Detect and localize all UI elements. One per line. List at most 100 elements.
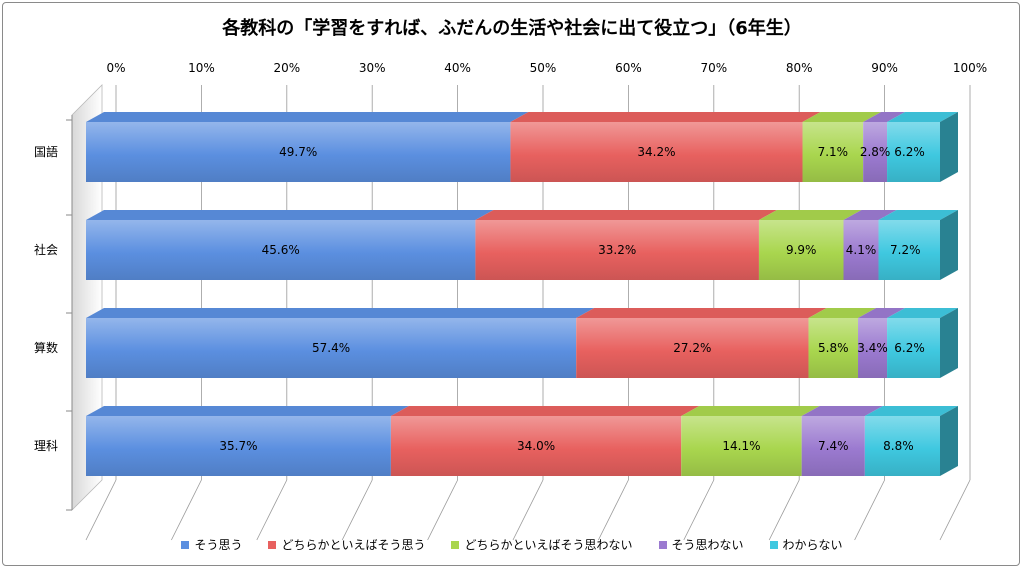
data-label: 57.4% xyxy=(312,341,350,355)
legend-label: そう思う xyxy=(194,538,243,552)
bar-segment xyxy=(878,220,940,280)
legend-swatch xyxy=(451,540,460,549)
data-label: 49.7% xyxy=(279,145,317,159)
data-label: 9.9% xyxy=(786,243,817,257)
gridline-floor xyxy=(768,479,800,541)
bar-top xyxy=(843,210,897,220)
data-label: 6.2% xyxy=(894,145,925,159)
data-label: 27.2% xyxy=(673,341,711,355)
data-label: 14.1% xyxy=(722,439,760,453)
bar-segment xyxy=(887,318,940,378)
data-label: 34.0% xyxy=(517,439,555,453)
bar-top xyxy=(887,308,958,318)
data-label: 45.6% xyxy=(262,243,300,257)
bar-top xyxy=(390,406,700,416)
bar-top xyxy=(475,210,777,220)
gridline-floor xyxy=(85,479,117,541)
legend-swatch xyxy=(658,540,667,549)
legend-label: どちらかといえばそう思わない xyxy=(464,538,633,552)
legend-label: わからない xyxy=(782,538,843,552)
bar-segment xyxy=(802,122,864,182)
bar-segment xyxy=(864,416,940,476)
legend-item: そう思わない xyxy=(658,536,744,553)
bar-top xyxy=(86,406,409,416)
category-label: 国語 xyxy=(34,144,58,159)
data-label: 34.2% xyxy=(637,145,675,159)
gridline-floor xyxy=(854,479,885,541)
bar-side xyxy=(940,210,958,280)
bar-top xyxy=(758,210,862,220)
bar-top xyxy=(510,112,821,122)
data-label: 3.4% xyxy=(857,341,888,355)
data-label: 35.7% xyxy=(219,439,257,453)
gridline-floor xyxy=(598,479,629,541)
bar-segment xyxy=(86,318,577,378)
bar-top xyxy=(86,308,595,318)
bar-segment xyxy=(681,416,802,476)
x-tick-label: 100% xyxy=(953,61,987,75)
bar-segment xyxy=(510,122,803,182)
bar-segment xyxy=(475,220,759,280)
x-tick-label: 60% xyxy=(615,61,642,75)
bar-segment xyxy=(86,416,391,476)
data-label: 7.2% xyxy=(890,243,921,257)
bar-side xyxy=(940,406,958,476)
legend-item: わからない xyxy=(769,536,843,553)
data-label: 4.1% xyxy=(846,243,877,257)
category-label: 算数 xyxy=(34,340,58,355)
gridline-floor xyxy=(512,479,544,541)
legend-item: どちらかといえばそう思う xyxy=(268,536,425,553)
bar-segment xyxy=(576,318,809,378)
bar-top xyxy=(801,406,883,416)
gridline-floor xyxy=(256,479,288,541)
gridline-floor xyxy=(939,479,971,541)
bar-top xyxy=(86,112,529,122)
bar-segment xyxy=(843,220,879,280)
bar-segment xyxy=(858,318,888,378)
bar-top xyxy=(802,112,882,122)
chart-title: 各教科の「学習をすれば、ふだんの生活や社会に出て役立つ」（6年生） xyxy=(222,18,802,39)
gridline-floor xyxy=(427,479,458,541)
legend-label: どちらかといえばそう思う xyxy=(281,538,426,552)
gridline-floor xyxy=(683,479,715,541)
legend-swatch xyxy=(181,540,190,549)
bar-segment xyxy=(86,220,476,280)
x-tick-label: 80% xyxy=(786,61,813,75)
category-label: 理科 xyxy=(34,439,58,453)
bar-top xyxy=(86,210,494,220)
x-tick-label: 30% xyxy=(359,61,386,75)
legend-swatch xyxy=(268,540,277,549)
bar-segment xyxy=(758,220,844,280)
bar-top xyxy=(681,406,820,416)
x-tick-label: 0% xyxy=(106,61,125,75)
bar-top xyxy=(887,112,958,122)
bars xyxy=(86,112,958,476)
bar-segment xyxy=(863,122,888,182)
data-labels: 49.7% 34.2% 7.1% 2.8% 6.2%45.6% 33.2% 9.9% 4.1%… xyxy=(219,145,924,453)
x-tick-label: 90% xyxy=(871,61,898,75)
bar-top xyxy=(576,308,827,318)
data-label: 7.4% xyxy=(818,439,849,453)
legend-label: そう思わない xyxy=(671,538,744,552)
bar-segment xyxy=(808,318,859,378)
bar-top xyxy=(808,308,877,318)
bar-segment xyxy=(390,416,682,476)
x-tick-label: 20% xyxy=(273,61,300,75)
data-label: 6.2% xyxy=(894,341,925,355)
gridline-floor xyxy=(171,479,202,541)
x-tick-label: 40% xyxy=(444,61,471,75)
category-label: 社会 xyxy=(34,242,58,257)
bar-side xyxy=(940,308,958,378)
data-label: 5.8% xyxy=(818,341,849,355)
legend-item: そう思う xyxy=(181,536,242,553)
data-label: 2.8% xyxy=(860,145,891,159)
legend: そう思う どちらかといえばそう思う どちらかといえばそう思わない そう思わない わからな… xyxy=(0,536,1024,553)
x-tick-labels: 0% 10% 20% 30% 40% 50% 60% 70% 80% 90% 100% xyxy=(106,61,987,75)
bar-top xyxy=(863,112,906,122)
data-label: 33.2% xyxy=(598,243,636,257)
x-tick-label: 10% xyxy=(188,61,215,75)
x-tick-label: 70% xyxy=(700,61,727,75)
bar-top xyxy=(864,406,958,416)
